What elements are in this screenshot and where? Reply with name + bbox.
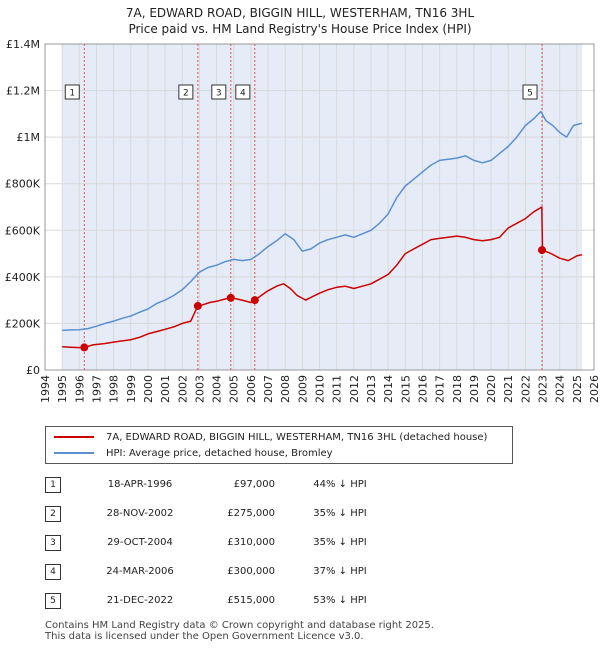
sale-hpi-diff: 35% ↓ HPI — [313, 537, 367, 548]
legend-swatch-property — [54, 436, 94, 438]
legend-swatch-hpi — [54, 452, 94, 454]
y-tick-label: £1.4M — [6, 38, 40, 51]
x-tick-label: 2003 — [193, 375, 206, 403]
x-tick-label: 2008 — [279, 375, 292, 403]
x-tick-label: 2021 — [502, 375, 515, 403]
table-row: 3 29-OCT-2004 £310,000 35% ↓ HPI — [45, 528, 405, 557]
sale-price: £275,000 — [227, 508, 275, 519]
y-tick-label: £200K — [5, 317, 41, 330]
y-tick-label: £600K — [5, 224, 41, 237]
sale-marker-label: 4 — [240, 89, 246, 99]
sale-date: 29-OCT-2004 — [107, 537, 173, 548]
y-tick-label: £400K — [5, 271, 41, 284]
data-range-shade — [62, 44, 582, 370]
x-tick-label: 2024 — [554, 375, 567, 403]
sale-point — [250, 296, 259, 305]
sale-date: 21-DEC-2022 — [106, 595, 174, 606]
sale-hpi-diff: 53% ↓ HPI — [313, 595, 367, 606]
x-tick-label: 2026 — [588, 375, 600, 403]
x-tick-label: 2012 — [348, 375, 361, 403]
sale-hpi-diff: 44% ↓ HPI — [313, 479, 367, 490]
x-tick-label: 2002 — [176, 375, 189, 403]
sale-point — [226, 293, 235, 302]
x-tick-label: 2013 — [365, 375, 378, 403]
x-tick-label: 2007 — [262, 375, 275, 403]
sale-badge: 3 — [45, 534, 61, 551]
x-tick-label: 2006 — [245, 375, 258, 403]
x-tick-label: 2000 — [142, 375, 155, 403]
sale-marker-box — [211, 84, 227, 100]
property-price-line — [62, 206, 583, 349]
sale-hpi-diff: 37% ↓ HPI — [313, 566, 367, 577]
sale-marker-label: 2 — [183, 89, 189, 99]
sale-marker-label: 1 — [69, 89, 75, 99]
x-tick-label: 2015 — [399, 375, 412, 403]
sale-hpi-diff: 35% ↓ HPI — [313, 508, 367, 519]
sale-badge: 5 — [45, 592, 61, 609]
sale-price: £310,000 — [227, 537, 275, 548]
x-tick-label: 1995 — [56, 375, 69, 403]
x-tick-label: 2016 — [416, 375, 429, 403]
x-tick-label: 2004 — [211, 375, 224, 403]
sale-marker-box — [178, 84, 194, 100]
x-tick-label: 2011 — [331, 375, 344, 403]
legend-label-hpi: HPI: Average price, detached house, Brom… — [106, 447, 333, 459]
table-row: 1 18-APR-1996 £97,000 44% ↓ HPI — [45, 470, 405, 499]
x-tick-label: 2001 — [159, 375, 172, 403]
sale-marker-box — [64, 84, 80, 100]
x-tick-label: 1998 — [108, 375, 121, 403]
sale-point — [193, 301, 202, 310]
x-tick-label: 1997 — [90, 375, 103, 403]
x-tick-label: 2009 — [296, 375, 309, 403]
sale-price: £97,000 — [233, 479, 275, 490]
x-tick-label: 1994 — [39, 375, 52, 403]
y-tick-label: £1M — [17, 131, 41, 144]
sale-date: 18-APR-1996 — [107, 479, 173, 490]
sale-point — [80, 343, 89, 352]
x-tick-label: 2019 — [468, 375, 481, 403]
sale-marker-label: 3 — [216, 89, 222, 99]
table-row: 4 24-MAR-2006 £300,000 37% ↓ HPI — [45, 557, 405, 586]
x-tick-label: 2010 — [314, 375, 327, 403]
x-tick-label: 2018 — [451, 375, 464, 403]
sale-price: £515,000 — [227, 595, 275, 606]
legend-item-property: 7A, EDWARD ROAD, BIGGIN HILL, WESTERHAM,… — [54, 430, 487, 444]
legend-label-property: 7A, EDWARD ROAD, BIGGIN HILL, WESTERHAM,… — [106, 431, 488, 443]
x-tick-label: 2025 — [571, 375, 584, 403]
sale-marker-box — [522, 84, 538, 100]
table-row: 2 28-NOV-2002 £275,000 35% ↓ HPI — [45, 499, 405, 528]
x-tick-label: 1996 — [73, 375, 86, 403]
footer-copyright: Contains HM Land Registry data © Crown c… — [45, 620, 434, 631]
x-tick-label: 2017 — [434, 375, 447, 403]
sale-badge: 4 — [45, 563, 61, 580]
x-tick-label: 1999 — [125, 375, 138, 403]
x-tick-label: 2023 — [537, 375, 550, 403]
sale-date: 24-MAR-2006 — [106, 566, 174, 577]
table-row: 5 21-DEC-2022 £515,000 53% ↓ HPI — [45, 586, 405, 615]
x-tick-label: 2005 — [228, 375, 241, 403]
x-tick-label: 2020 — [485, 375, 498, 403]
chart-subtitle: Price paid vs. HM Land Registry's House … — [128, 22, 472, 36]
x-tick-label: 2022 — [519, 375, 532, 403]
plot-frame — [44, 43, 595, 371]
sale-marker-box — [235, 84, 251, 100]
legend: 7A, EDWARD ROAD, BIGGIN HILL, WESTERHAM,… — [45, 426, 513, 464]
sale-marker-label: 5 — [527, 89, 533, 99]
footer-licence: This data is licensed under the Open Gov… — [45, 631, 364, 642]
hpi-line — [62, 110, 583, 332]
sale-badge: 2 — [45, 505, 61, 522]
y-tick-label: £0 — [26, 364, 40, 377]
chart-title: 7A, EDWARD ROAD, BIGGIN HILL, WESTERHAM,… — [125, 6, 475, 20]
x-tick-label: 2014 — [382, 375, 395, 403]
sale-date: 28-NOV-2002 — [106, 508, 174, 519]
sale-price: £300,000 — [227, 566, 275, 577]
price-chart: £0 £200K £400K £600K £800K £1M £1.2M £1.4M 1994 1… — [5, 38, 600, 403]
legend-item-hpi: HPI: Average price, detached house, Brom… — [54, 446, 333, 460]
y-tick-label: £800K — [5, 178, 41, 191]
y-tick-label: £1.2M — [6, 85, 40, 98]
sale-badge: 1 — [45, 476, 61, 493]
sale-point — [538, 246, 547, 255]
sales-table: 1 18-APR-1996 £97,000 44% ↓ HPI 2 28-NOV… — [45, 470, 405, 615]
